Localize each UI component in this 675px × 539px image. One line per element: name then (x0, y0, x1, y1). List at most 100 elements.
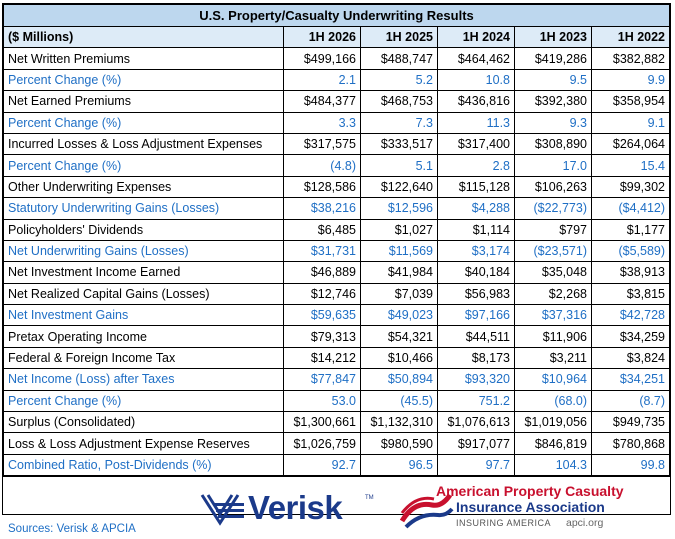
row-label: Statutory Underwriting Gains (Losses) (3, 197, 284, 220)
row-value: $12,596 (360, 197, 438, 220)
row-value: $392,380 (514, 90, 592, 113)
underwriting-results-table: U.S. Property/Casualty Underwriting Resu… (2, 4, 671, 477)
row-value: $54,321 (360, 325, 438, 348)
row-label: Net Realized Capital Gains (Losses) (3, 282, 284, 306)
table-row: Net Investment Income Earned $46,889 $41,9… (3, 261, 671, 284)
table-row: Net Underwriting Gains (Losses) $31,731 $1… (3, 239, 671, 263)
row-value: $11,569 (360, 239, 438, 263)
row-value: $4,288 (437, 197, 515, 220)
row-value: 9.1 (590, 111, 671, 134)
row-value: 99.8 (590, 453, 671, 477)
row-value: $14,212 (283, 346, 361, 370)
table-row: Loss & Loss Adjustment Expense Reserves $… (3, 432, 671, 455)
table-title: U.S. Property/Casualty Underwriting Resu… (2, 4, 671, 27)
row-label: Other Underwriting Expenses (3, 175, 284, 199)
row-value: 5.2 (360, 68, 438, 92)
row-label: Pretax Operating Income (3, 325, 284, 348)
row-value: $56,983 (437, 282, 515, 306)
header-row: ($ Millions) 1H 2026 1H 2025 1H 2024 1H … (3, 25, 671, 49)
table-row: Other Underwriting Expenses $128,586 $122,… (3, 175, 671, 199)
table-row: Combined Ratio, Post-Dividends (%) 92.7 96… (3, 453, 671, 477)
row-value: (45.5) (360, 389, 438, 413)
apci-name-line2: Insurance Association (456, 499, 605, 516)
row-value: 97.7 (437, 453, 515, 477)
row-value: $6,485 (283, 218, 361, 241)
row-value: $488,747 (360, 47, 438, 70)
row-value: 11.3 (437, 111, 515, 134)
row-label: Net Underwriting Gains (Losses) (3, 239, 284, 263)
table-row: Percent Change (%) 3.3 7.3 11.3 9.3 9.1 (3, 111, 671, 134)
row-value: $264,064 (590, 132, 671, 156)
row-label: Percent Change (%) (3, 111, 284, 134)
table-row: Net Earned Premiums $484,377 $468,753 $436,… (3, 90, 671, 113)
row-value: 2.1 (283, 68, 361, 92)
row-value: $436,816 (437, 90, 515, 113)
row-value: $317,400 (437, 132, 515, 156)
table-row: Policyholders' Dividends $6,485 $1,027 $1,1… (3, 218, 671, 241)
row-value: 53.0 (283, 389, 361, 413)
row-value: $41,984 (360, 261, 438, 284)
table-body: Net Written Premiums $499,166 $488,747 $464… (3, 47, 671, 477)
row-value: $464,462 (437, 47, 515, 70)
row-value: $3,815 (590, 282, 671, 306)
row-value: $37,316 (514, 304, 592, 327)
row-value: $333,517 (360, 132, 438, 156)
row-label: Net Investment Gains (3, 304, 284, 327)
row-value: $499,166 (283, 47, 361, 70)
row-value: $484,377 (283, 90, 361, 113)
row-label: Percent Change (%) (3, 389, 284, 413)
row-label: Incurred Losses & Loss Adjustment Expens… (3, 132, 284, 156)
row-label: Policyholders' Dividends (3, 218, 284, 241)
row-value: $31,731 (283, 239, 361, 263)
row-value: $3,211 (514, 346, 592, 370)
row-value: $382,882 (590, 47, 671, 70)
column-header: 1H 2023 (514, 25, 592, 49)
apci-logo: American Property Casualty Insurance Ass… (398, 483, 638, 535)
row-label: Net Investment Income Earned (3, 261, 284, 284)
row-label: Combined Ratio, Post-Dividends (%) (3, 453, 284, 477)
results-table-frame: U.S. Property/Casualty Underwriting Resu… (2, 3, 671, 535)
table-row: Incurred Losses & Loss Adjustment Expens… (3, 132, 671, 156)
row-value: $115,128 (437, 175, 515, 199)
row-value: $128,586 (283, 175, 361, 199)
row-value: 10.8 (437, 68, 515, 92)
verisk-logo: Verisk TM (200, 489, 375, 527)
row-value: $7,039 (360, 282, 438, 306)
row-value: $12,746 (283, 282, 361, 306)
row-value: 5.1 (360, 154, 438, 177)
row-value: $317,575 (283, 132, 361, 156)
row-value: $917,077 (437, 432, 515, 455)
row-value: $3,174 (437, 239, 515, 263)
row-label: Loss & Loss Adjustment Expense Reserves (3, 432, 284, 455)
row-value: $10,964 (514, 368, 592, 391)
row-value: $308,890 (514, 132, 592, 156)
table-row: Percent Change (%) 53.0 (45.5) 751.2 (68.0)(… (3, 389, 671, 413)
row-label: Net Written Premiums (3, 47, 284, 70)
row-value: (68.0) (514, 389, 592, 413)
row-value: $1,027 (360, 218, 438, 241)
row-value: 2.8 (437, 154, 515, 177)
row-value: $106,263 (514, 175, 592, 199)
row-value: $34,251 (590, 368, 671, 391)
row-value: 15.4 (590, 154, 671, 177)
row-value: $11,906 (514, 325, 592, 348)
row-value: $44,511 (437, 325, 515, 348)
row-value: $1,114 (437, 218, 515, 241)
table-row: Net Written Premiums $499,166 $488,747 $464… (3, 47, 671, 70)
row-value: 92.7 (283, 453, 361, 477)
row-label: Percent Change (%) (3, 154, 284, 177)
row-value: $79,313 (283, 325, 361, 348)
table-row: Net Investment Gains $59,635 $49,023 $97,16… (3, 304, 671, 327)
row-value: $46,889 (283, 261, 361, 284)
row-value: $949,735 (590, 411, 671, 434)
table-row: Net Income (Loss) after Taxes $77,847 $50,… (3, 368, 671, 391)
row-value: 751.2 (437, 389, 515, 413)
row-value: $40,184 (437, 261, 515, 284)
verisk-trademark: TM (365, 495, 374, 502)
row-value: $468,753 (360, 90, 438, 113)
row-value: $93,320 (437, 368, 515, 391)
row-value: (8.7) (590, 389, 671, 413)
row-value: 7.3 (360, 111, 438, 134)
unit-label: ($ Millions) (3, 25, 284, 49)
column-header: 1H 2022 (590, 25, 671, 49)
